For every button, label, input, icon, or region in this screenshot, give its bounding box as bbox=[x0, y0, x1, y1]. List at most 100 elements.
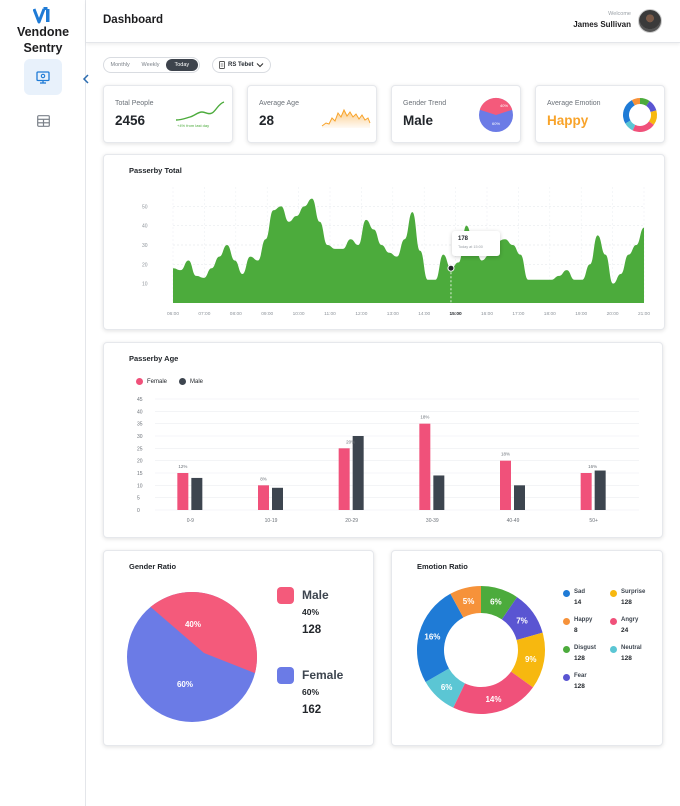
bar-category-label: 50+ bbox=[589, 518, 598, 524]
stat-note: +4% from last day bbox=[177, 123, 210, 128]
pie-label-female: 60% bbox=[177, 680, 193, 689]
area-x-tick-label: 18:00 bbox=[544, 311, 556, 317]
location-dropdown[interactable]: RS Tebet bbox=[212, 57, 271, 73]
area-y-tick-label: 40 bbox=[142, 224, 148, 230]
user-name: James Sullivan bbox=[573, 20, 631, 29]
donut-label: 6% bbox=[441, 683, 453, 692]
mini-donut-slice bbox=[632, 121, 654, 132]
donut-slice-disgust bbox=[481, 586, 518, 620]
bar-y-tick-label: 35 bbox=[137, 422, 143, 428]
stat-value: 28 bbox=[259, 113, 275, 128]
area-x-tick-label: 14:00 bbox=[418, 311, 430, 317]
stat-value: Male bbox=[403, 113, 434, 128]
mini-donut-slice bbox=[640, 98, 650, 106]
female-count: 162 bbox=[302, 704, 322, 716]
legend-dot bbox=[563, 618, 570, 625]
bar-male bbox=[514, 485, 525, 510]
emotion-legend-item: Surprise 128 bbox=[610, 589, 656, 613]
legend-dot bbox=[563, 674, 570, 681]
area-x-tick-label: 08:00 bbox=[230, 311, 242, 317]
gender-ratio-pie: 40% 60% bbox=[127, 592, 257, 722]
male-percent: 40% bbox=[302, 607, 320, 617]
area-x-tick-label: 15:00 bbox=[449, 311, 462, 317]
mini-donut-slice bbox=[623, 100, 635, 124]
stat-label: Average Emotion bbox=[547, 100, 601, 107]
area-y-tick-label: 10 bbox=[142, 282, 148, 288]
emotion-legend-item: Fear 128 bbox=[563, 673, 609, 697]
legend-count: 128 bbox=[574, 655, 585, 662]
legend-label: Surprise bbox=[621, 589, 646, 595]
bar-y-tick-label: 40 bbox=[137, 409, 143, 415]
chart-tooltip: 178 Today at 15:00 bbox=[452, 231, 500, 256]
mini-donut-slice bbox=[625, 120, 636, 131]
donut-slice-fear bbox=[501, 597, 543, 640]
bar-category-label: 30-39 bbox=[426, 518, 439, 524]
pie-slice-male bbox=[150, 592, 257, 674]
period-weekly[interactable]: Weekly bbox=[141, 62, 160, 68]
legend-dot bbox=[563, 646, 570, 653]
passerby-total-chart: 10 20 30 40 50 06:00 07:00 08:00 09:00 10:00 11:00… bbox=[142, 187, 650, 317]
card-title: Gender Ratio bbox=[129, 562, 177, 571]
monitor-icon bbox=[36, 70, 50, 84]
passerby-age-card: Passerby Age Female Male 0 5 10 15 20 25 30 35 4… bbox=[103, 342, 663, 538]
stat-value: 2456 bbox=[115, 113, 146, 128]
legend-count: 24 bbox=[621, 627, 629, 634]
bar-y-tick-label: 10 bbox=[137, 483, 143, 489]
legend-dot bbox=[610, 618, 617, 625]
area-x-tick-label: 12:00 bbox=[355, 311, 367, 317]
period-today[interactable]: Today bbox=[165, 59, 198, 71]
average-age-sparkline bbox=[321, 108, 371, 128]
donut-label: 6% bbox=[490, 598, 502, 607]
bar-male bbox=[352, 436, 364, 510]
stat-label: Total People bbox=[115, 100, 154, 107]
collapse-sidebar-icon[interactable] bbox=[81, 73, 91, 85]
bar-female bbox=[500, 460, 511, 510]
bar-category-label: 10-19 bbox=[265, 518, 278, 524]
stat-value: Happy bbox=[547, 113, 589, 128]
stat-card-average-age: Average Age 28 bbox=[247, 85, 377, 143]
document-icon bbox=[219, 61, 225, 69]
brand-line-1: Vendone bbox=[16, 25, 70, 39]
page-title: Dashboard bbox=[103, 14, 164, 26]
bar-category-label: 0-9 bbox=[187, 518, 194, 524]
emotion-legend: Sad 14 Surprise 128 Happy 8 Angry 24 Disgust 128 N… bbox=[563, 589, 659, 699]
bar-female bbox=[258, 485, 269, 510]
area-x-tick-label: 16:00 bbox=[481, 311, 493, 317]
brand-name: Vendone Sentry bbox=[0, 24, 86, 56]
gender-ratio-card: Gender Ratio 40% 60% Male 40% 128 Female … bbox=[103, 550, 374, 746]
tooltip-value: 178 bbox=[458, 236, 469, 242]
bar-data-label: 8% bbox=[260, 476, 267, 481]
gender-trend-female-label: 40% bbox=[500, 103, 508, 108]
passerby-total-card: Passerby Total 10 20 30 40 50 06:00 07:00 08:00… bbox=[103, 154, 665, 330]
bar-y-tick-label: 25 bbox=[137, 446, 143, 452]
donut-label: 9% bbox=[525, 655, 537, 664]
passerby-age-chart: 0 5 10 15 20 25 30 35 40 45 12% 0-9 8% 10-19 20% 20-29 1… bbox=[137, 397, 639, 524]
legend-label: Angry bbox=[621, 617, 639, 623]
donut-slice-happy bbox=[450, 586, 481, 618]
avatar[interactable] bbox=[638, 9, 662, 33]
donut-slice-sad bbox=[417, 593, 464, 682]
legend-dot bbox=[610, 590, 617, 597]
bar-data-label: 16% bbox=[588, 464, 597, 469]
sidebar-item-monitor[interactable] bbox=[24, 59, 62, 95]
bar-data-label: 20% bbox=[346, 439, 355, 444]
sidebar-item-table[interactable] bbox=[24, 103, 62, 139]
donut-label: 16% bbox=[424, 632, 440, 641]
area-x-tick-label: 13:00 bbox=[387, 311, 399, 317]
bar-category-label: 40-49 bbox=[507, 518, 520, 524]
period-segmented-control: Monthly Weekly Today bbox=[103, 57, 200, 73]
area-x-tick-label: 09:00 bbox=[261, 311, 273, 317]
legend-label: Happy bbox=[574, 617, 593, 623]
area-x-tick-label: 19:00 bbox=[575, 311, 587, 317]
stat-label: Average Age bbox=[259, 100, 299, 107]
brand-logo-icon bbox=[33, 7, 50, 24]
period-monthly[interactable]: Monthly bbox=[110, 62, 130, 68]
area-y-tick-label: 50 bbox=[142, 204, 148, 210]
gender-trend-mini-pie: 40% 60% bbox=[479, 97, 513, 132]
legend-label: Sad bbox=[574, 589, 586, 595]
area-x-tick-label: 06:00 bbox=[167, 311, 179, 317]
location-value: RS Tebet bbox=[228, 62, 254, 68]
bar-data-label: 18% bbox=[420, 415, 429, 420]
area-x-tick-label: 17:00 bbox=[512, 311, 524, 317]
